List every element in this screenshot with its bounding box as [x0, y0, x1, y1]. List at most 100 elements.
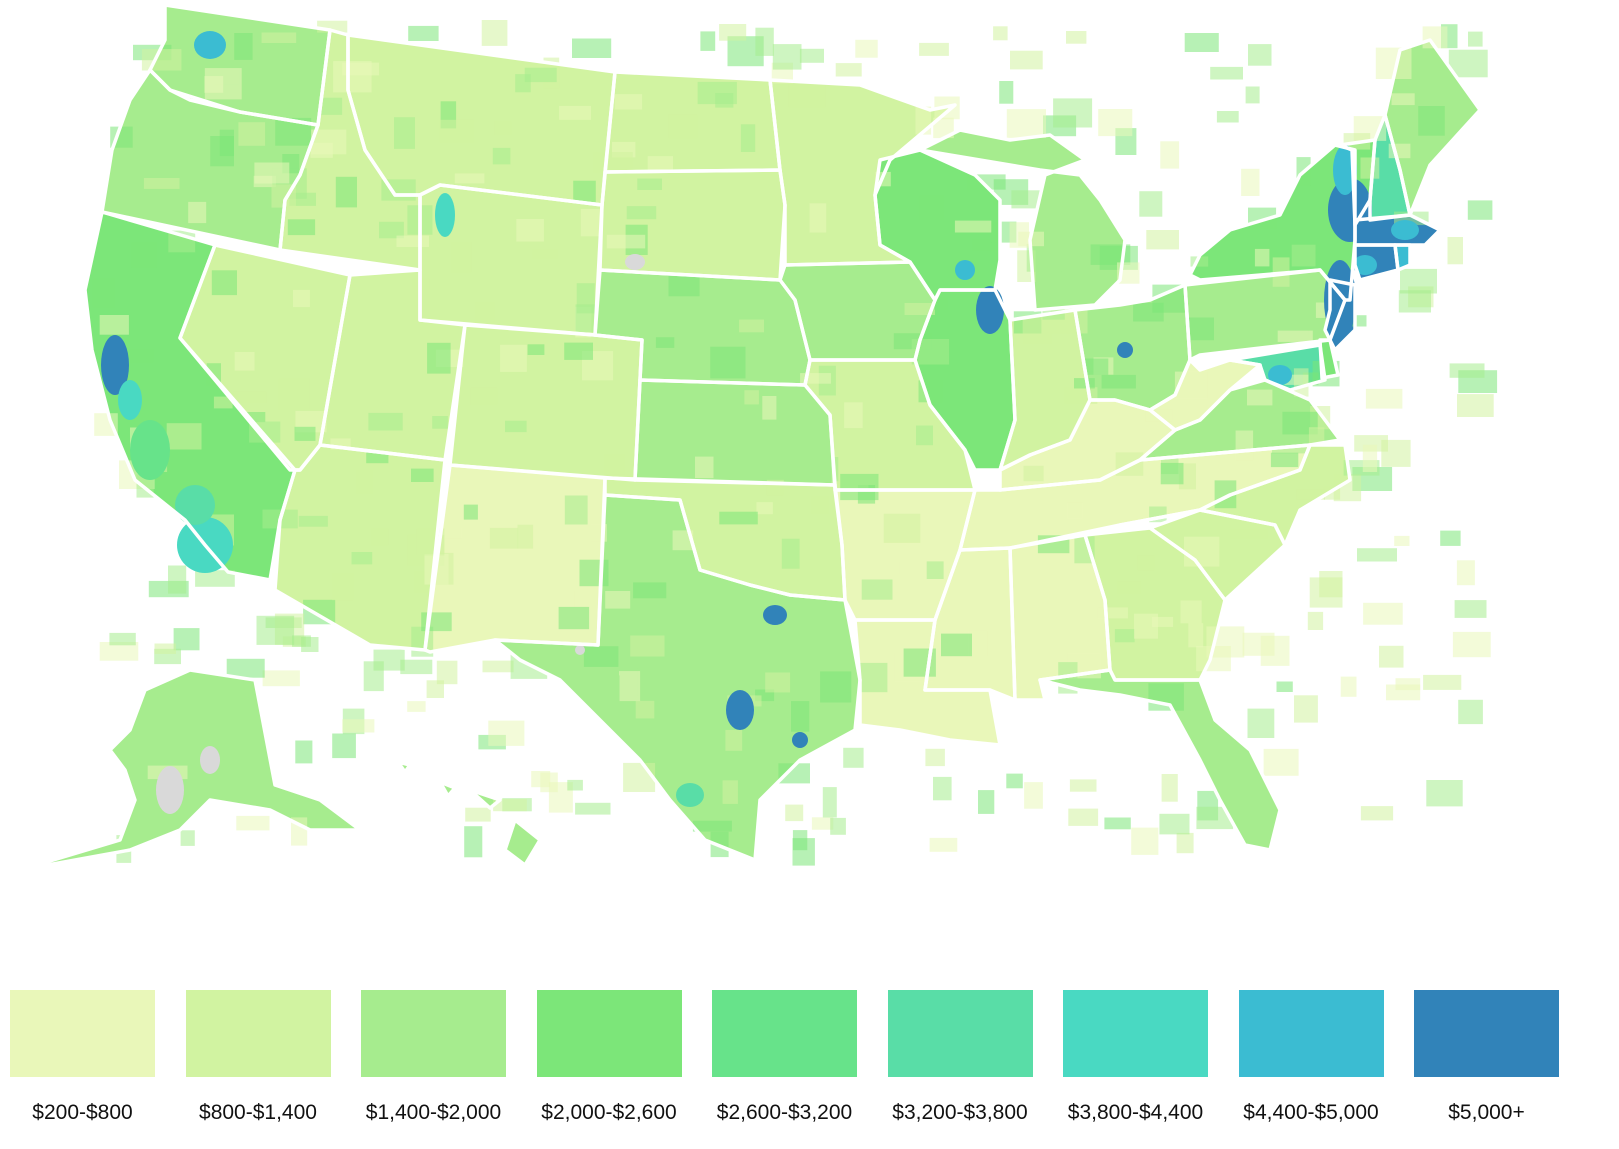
county-cell: [312, 97, 343, 115]
county-cell: [527, 344, 545, 355]
legend-swatch: [1063, 990, 1208, 1077]
state-ca: [85, 212, 295, 580]
county-cell: [492, 147, 511, 165]
county-cell: [1426, 780, 1463, 807]
county-cell: [371, 528, 389, 546]
county-cell: [623, 762, 656, 792]
state-tx: [495, 495, 860, 860]
county-cell: [1210, 66, 1243, 80]
legend-item: $3,200-$3,800: [887, 990, 1033, 1125]
no-data-area: [575, 645, 585, 655]
state-border-ct: [1353, 243, 1400, 282]
no-data-area: [156, 766, 184, 814]
county-cell: [1009, 222, 1029, 248]
state-hi: [398, 762, 540, 865]
county-cell: [481, 20, 508, 46]
no-data-area: [200, 746, 220, 774]
county-cell: [500, 344, 527, 372]
metro-highlight: [435, 193, 455, 237]
county-cell: [363, 661, 384, 692]
county-cell: [289, 192, 316, 206]
county-cell: [692, 820, 732, 832]
county-cell: [351, 552, 373, 565]
legend-swatch: [712, 990, 857, 1077]
county-cell: [1340, 676, 1357, 697]
county-cell: [408, 25, 439, 41]
county-cell: [254, 162, 290, 184]
county-cell: [407, 701, 426, 712]
county-cell: [439, 119, 474, 143]
county-cell: [1023, 465, 1044, 482]
county-cell: [755, 27, 774, 56]
county-cell: [933, 117, 954, 139]
legend-label: $2,600-$3,200: [716, 1101, 853, 1124]
county-cell: [1139, 191, 1163, 217]
county-cell: [1160, 462, 1184, 485]
legend-item: $5,000+: [1414, 990, 1559, 1125]
metro-highlight: [101, 335, 129, 395]
county-cell: [559, 105, 591, 120]
county-cell: [141, 49, 182, 71]
county-cell: [1068, 808, 1099, 826]
state-nh: [1370, 115, 1410, 220]
county-cell: [444, 528, 462, 539]
county-cell: [293, 289, 310, 308]
county-cell: [614, 94, 643, 110]
county-cell: [593, 152, 633, 173]
county-cell: [432, 416, 448, 429]
county-cell: [310, 142, 333, 158]
county-cell: [287, 219, 316, 236]
county-cell: [740, 124, 756, 152]
county-cell: [695, 456, 714, 479]
county-cell: [822, 787, 837, 818]
county-cell: [125, 349, 154, 363]
county-cell: [540, 772, 558, 793]
state-il: [915, 290, 1015, 470]
choropleth-map: [18, 3, 1498, 872]
legend-swatch: [185, 990, 331, 1077]
legend-label: $4,400-$5,000: [1243, 1101, 1379, 1124]
state-border-ny: [1188, 143, 1357, 302]
county-cell: [999, 81, 1014, 104]
county-cell: [295, 740, 313, 764]
county-cell: [143, 178, 180, 189]
county-cell: [637, 178, 662, 190]
county-cell: [1379, 645, 1404, 668]
legend-swatch: [887, 990, 1033, 1077]
state-border-fl: [1038, 668, 1282, 852]
metro-highlight: [118, 380, 142, 420]
county-cell: [92, 278, 115, 308]
county-cell: [1006, 773, 1023, 789]
county-cell: [668, 275, 700, 297]
county-cell: [116, 835, 132, 863]
county-cell: [1114, 629, 1135, 643]
county-cell: [583, 646, 619, 667]
county-cell: [929, 837, 958, 852]
county-cell: [1161, 774, 1178, 802]
county-cell: [1418, 106, 1445, 136]
county-cell: [1291, 244, 1316, 267]
county-cell: [234, 352, 255, 371]
county-cell: [1456, 560, 1475, 586]
county-cell: [1395, 678, 1421, 691]
county-cell: [166, 423, 202, 450]
county-cell: [109, 632, 136, 646]
county-cell: [411, 468, 434, 482]
county-cell: [605, 591, 631, 609]
metro-highlight: [763, 605, 787, 625]
county-cell: [1241, 168, 1260, 196]
state-border-ri: [1393, 243, 1412, 272]
county-cell: [1184, 536, 1220, 567]
county-cell: [465, 807, 491, 822]
county-cell: [240, 412, 266, 423]
metro-highlight: [1117, 342, 1133, 358]
county-cell: [1006, 109, 1046, 138]
county-cell: [463, 504, 478, 520]
county-cell: [710, 346, 746, 379]
state-ky: [1000, 400, 1175, 490]
county-cell: [1400, 268, 1437, 294]
county-cell: [195, 570, 235, 587]
county-cell: [1386, 684, 1421, 701]
county-cell: [1362, 444, 1378, 472]
county-cell: [712, 625, 736, 657]
